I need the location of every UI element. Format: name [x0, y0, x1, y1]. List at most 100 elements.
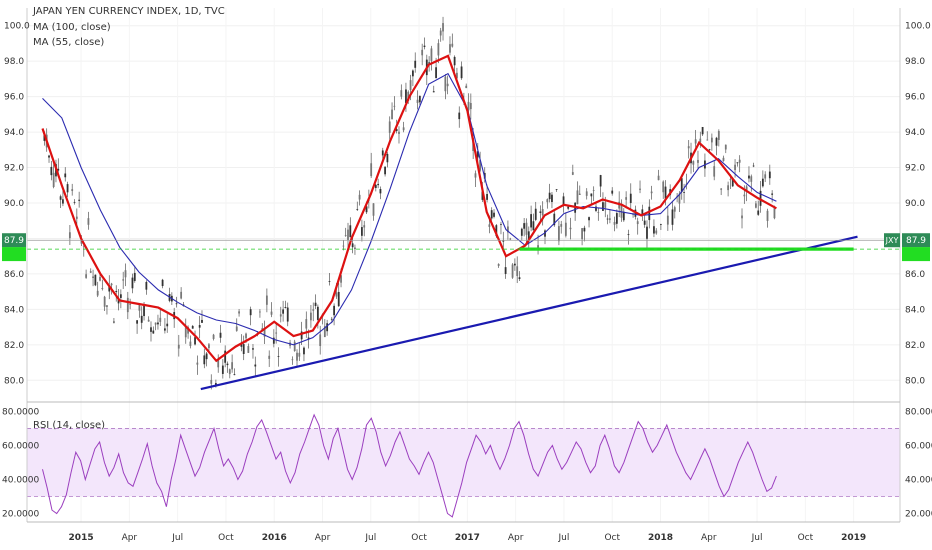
y-tick-left: 94.0 — [4, 128, 24, 138]
candle-body — [453, 56, 456, 66]
candle-body — [78, 199, 81, 201]
y-tick-right: 98.0 — [905, 57, 925, 67]
candle-body — [715, 137, 718, 146]
candle-body — [152, 330, 155, 334]
candle-body — [277, 356, 280, 357]
candle-body — [578, 193, 581, 195]
candle-body — [432, 91, 435, 93]
x-tick-label: Oct — [218, 533, 234, 543]
candle-body — [643, 220, 646, 225]
candle-body — [85, 274, 88, 278]
candle-body — [73, 201, 76, 203]
candle-body — [488, 224, 491, 227]
candle-body — [736, 162, 739, 164]
candle-body — [548, 192, 551, 200]
candle-body — [293, 341, 296, 352]
candle-body — [537, 245, 539, 248]
candle-body — [319, 334, 322, 347]
series-2 — [200, 235, 858, 391]
rsi-title: RSI (14, close) — [33, 420, 106, 431]
candle-body — [147, 319, 150, 322]
candle-body — [296, 352, 298, 361]
candle-body — [330, 318, 333, 320]
rsi-line — [42, 413, 777, 518]
x-tick-label: Jul — [171, 533, 183, 543]
candle-body — [99, 277, 101, 281]
candle-body — [490, 210, 493, 219]
candle-body — [68, 232, 71, 239]
candle-body — [249, 309, 252, 316]
candle-body — [405, 89, 407, 104]
candle-body — [666, 215, 669, 225]
candle-body — [697, 159, 699, 163]
candle-body — [210, 379, 213, 384]
rsi-tick-right: 80.0000 — [905, 407, 932, 417]
y-tick-right: 94.0 — [905, 128, 925, 138]
chart-title: JAPAN YEN CURRENCY INDEX, 1D, TVC — [33, 6, 225, 17]
rsi-tick-right: 40.0000 — [905, 475, 932, 485]
candle-body — [282, 309, 285, 314]
candle-body — [217, 359, 220, 368]
candle-body — [590, 193, 593, 197]
candle-body — [604, 202, 607, 208]
candle-body — [659, 224, 662, 225]
candle-body — [92, 276, 94, 278]
candle-body — [286, 307, 289, 322]
candle-body — [439, 30, 442, 36]
candle-body — [275, 332, 278, 334]
candle-body — [374, 184, 377, 189]
y-tick-left: 90.0 — [4, 199, 24, 209]
candle-body — [655, 230, 658, 234]
candle-body — [310, 312, 312, 321]
candle-body — [175, 303, 178, 305]
candle-body — [437, 43, 440, 56]
rsi-band — [27, 428, 900, 497]
candle-body — [495, 225, 498, 237]
candle-body — [154, 322, 157, 325]
candle-body — [64, 173, 67, 178]
y-tick-left: 86.0 — [4, 270, 24, 280]
candle-body — [694, 139, 697, 144]
y-tick-left: 96.0 — [4, 93, 24, 103]
x-tick-label: Oct — [604, 533, 620, 543]
y-tick-left: 82.0 — [4, 341, 24, 351]
x-tick-label: Oct — [798, 533, 814, 543]
support-tag-left — [2, 247, 26, 262]
candle-body — [724, 144, 727, 150]
candle-body — [755, 203, 757, 208]
candle-body — [110, 283, 113, 286]
price-tag-right — [902, 233, 930, 248]
rsi-tick-left: 80.0000 — [2, 407, 39, 417]
candle-body — [240, 343, 243, 347]
candle-body — [687, 146, 690, 149]
candle-body — [312, 309, 315, 311]
y-tick-left: 100.0 — [4, 22, 30, 32]
candle-body — [226, 363, 229, 366]
candle-body — [476, 151, 479, 158]
x-tick-label: Jul — [751, 533, 763, 543]
y-tick-left: 84.0 — [4, 305, 24, 315]
candle-body — [729, 179, 732, 181]
candle-body — [265, 295, 268, 305]
candle-body — [196, 362, 199, 365]
candle-body — [358, 194, 361, 200]
candle-body — [395, 129, 398, 132]
candle-body — [585, 191, 588, 196]
candle-body — [333, 305, 335, 316]
candle-body — [340, 275, 342, 283]
y-tick-left: 92.0 — [4, 164, 24, 174]
candle-body — [544, 230, 546, 237]
candle-body — [513, 263, 516, 266]
candle-body — [442, 23, 444, 32]
candle-body — [400, 90, 403, 97]
candle-body — [233, 374, 236, 376]
candle-body — [379, 189, 382, 194]
candle-body — [748, 175, 750, 179]
candle-body — [467, 101, 470, 111]
candle-body — [486, 194, 488, 200]
candle-body — [50, 166, 53, 176]
candle-body — [741, 215, 743, 219]
candle-body — [699, 138, 702, 143]
y-tick-right: 80.0 — [905, 376, 925, 386]
axes — [26, 8, 901, 523]
